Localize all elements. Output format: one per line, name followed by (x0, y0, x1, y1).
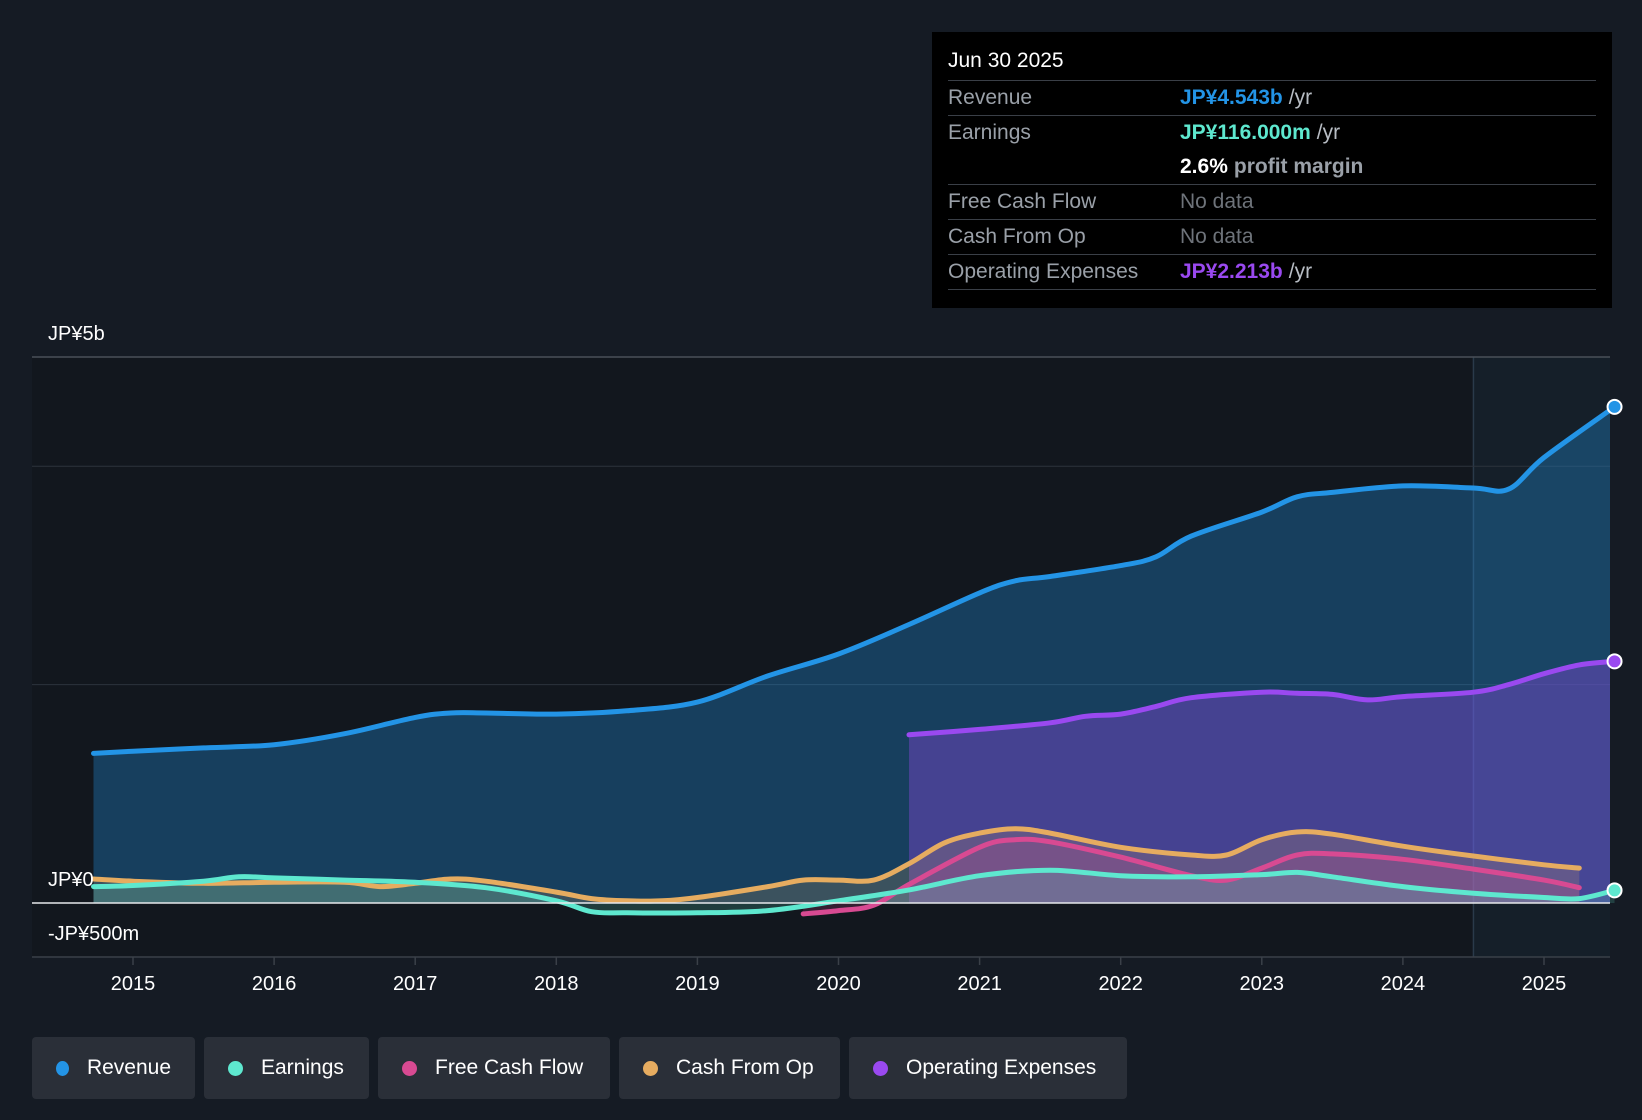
legend-dot-cfo-icon (643, 1060, 658, 1076)
x-tick-label-2017: 2017 (393, 973, 438, 995)
x-tick-label-2016: 2016 (252, 973, 297, 995)
x-tick-label-2015: 2015 (111, 973, 156, 995)
x-tick-label-2018: 2018 (534, 973, 579, 995)
tooltip-fcf-value: No data (1180, 190, 1254, 213)
legend-dot-earnings-icon (228, 1060, 243, 1076)
legend-item-revenue[interactable]: Revenue (32, 1037, 195, 1099)
end-markers (1606, 398, 1623, 899)
tooltip-earnings-unit: /yr (1316, 121, 1341, 144)
y-tick-label-top: JP¥5b (48, 323, 105, 345)
line-cash-from-op (91, 826, 1582, 904)
tooltip-margin-unit: profit margin (1233, 155, 1364, 178)
legend-dot-opex-icon (873, 1060, 888, 1076)
tooltip-row-revenue: Revenue JP¥4.543b/yr (948, 81, 1596, 116)
tooltip-date: Jun 30 2025 (948, 46, 1596, 81)
tooltip-cfo-label: Cash From Op (948, 225, 1086, 248)
tooltip-row-fcf: Free Cash Flow No data (948, 185, 1596, 220)
tooltip-opex-value: JP¥2.213b (1180, 260, 1283, 283)
x-tick-label-2022: 2022 (1098, 973, 1143, 995)
legend-item-free-cash-flow[interactable]: Free Cash Flow (378, 1037, 610, 1099)
tooltip: Jun 30 2025 Revenue JP¥4.543b/yr Earning… (932, 32, 1612, 308)
tooltip-revenue-unit: /yr (1288, 86, 1313, 109)
legend-item-operating-expenses[interactable]: Operating Expenses (849, 1037, 1127, 1099)
legend-label-free-cash-flow: Free Cash Flow (435, 1056, 584, 1079)
tooltip-row-opex: Operating Expenses JP¥2.213b/yr (948, 255, 1596, 290)
legend-label-cash-from-op: Cash From Op (676, 1056, 814, 1079)
line-revenue (91, 404, 1617, 756)
tooltip-earnings-value: JP¥116.000m (1180, 121, 1311, 144)
legend: Revenue Earnings Free Cash Flow Cash Fro… (32, 1037, 1127, 1099)
tooltip-cfo-value: No data (1180, 225, 1254, 248)
tooltip-opex-label: Operating Expenses (948, 260, 1139, 283)
x-tick-label-2024: 2024 (1381, 973, 1426, 995)
tooltip-row-margin: 2.6% profit margin (948, 150, 1596, 185)
tooltip-row-cfo: Cash From Op No data (948, 220, 1596, 255)
tooltip-row-earnings: Earnings JP¥116.000m/yr (948, 116, 1596, 150)
tooltip-opex-unit: /yr (1288, 260, 1313, 283)
tooltip-margin-value: 2.6% (1180, 155, 1228, 178)
x-tick-label-2025: 2025 (1522, 973, 1567, 995)
x-tick-label-2019: 2019 (675, 973, 720, 995)
legend-label-revenue: Revenue (86, 1056, 171, 1079)
y-tick-label-zero: JP¥0 (48, 869, 94, 891)
legend-dot-revenue-icon (56, 1060, 69, 1076)
y-tick-label-bottom: -JP¥500m (48, 923, 139, 945)
tooltip-earnings-label: Earnings (948, 121, 1031, 144)
tooltip-revenue-value: JP¥4.543b (1180, 86, 1283, 109)
legend-item-cash-from-op[interactable]: Cash From Op (619, 1037, 840, 1099)
series-lines (91, 404, 1617, 917)
legend-label-earnings: Earnings (261, 1056, 344, 1079)
x-tick-label-2023: 2023 (1240, 973, 1285, 995)
chart: JP¥5b JP¥0 -JP¥500m 2015 2016 2017 2018 2019… (32, 323, 1623, 995)
tooltip-revenue-label: Revenue (948, 86, 1033, 109)
area-revenue (93, 406, 1615, 903)
x-tick-label-2020: 2020 (816, 973, 861, 995)
marker-operating-expenses (1606, 653, 1623, 670)
marker-earnings (1606, 882, 1623, 899)
marker-revenue (1606, 398, 1623, 415)
x-tick-label-2021: 2021 (957, 973, 1002, 995)
line-operating-expenses (906, 658, 1617, 738)
x-axis-ticks: 2015 2016 2017 2018 2019 2020 2021 2022 2023 2024… (111, 957, 1567, 995)
gridlines (32, 356, 1610, 686)
tooltip-fcf-label: Free Cash Flow (948, 190, 1097, 213)
legend-dot-fcf-icon (402, 1060, 417, 1076)
line-earnings (91, 867, 1617, 916)
legend-label-operating-expenses: Operating Expenses (906, 1056, 1097, 1079)
legend-item-earnings[interactable]: Earnings (204, 1037, 369, 1099)
